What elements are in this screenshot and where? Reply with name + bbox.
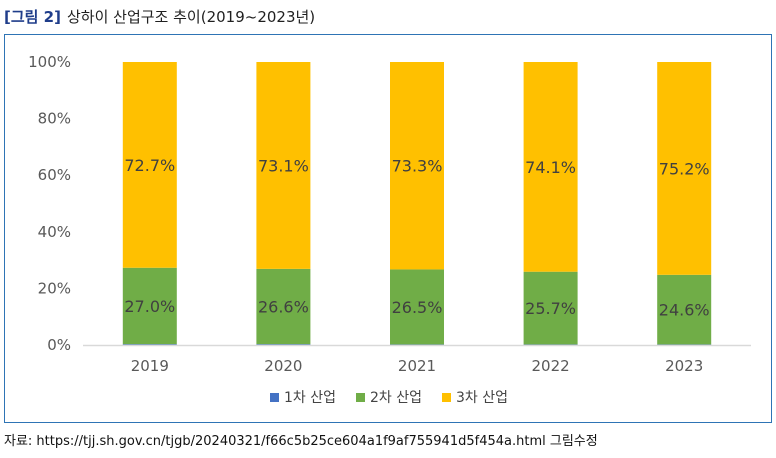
legend-swatch [270, 392, 279, 402]
bar-3-2023 [657, 62, 712, 275]
legend-item: 1차 산업 [270, 387, 336, 407]
figure-title-text: 상하이 산업구조 추이(2019~2023년) [66, 8, 316, 26]
bar-2-2020 [256, 268, 311, 345]
source-note: 자료: https://tjj.sh.gov.cn/tjgb/20240321/… [4, 434, 598, 449]
legend-label: 2차 산업 [370, 390, 422, 406]
y-tick-label: 100% [28, 53, 71, 71]
data-label: 25.7% [525, 299, 576, 318]
bar-3-2022 [523, 62, 578, 272]
chart-frame: 0% 20% 40% 60% 80% 100% 27.0% 72.7% 2019 26.6% 73.… [4, 34, 772, 423]
data-label: 26.6% [258, 298, 309, 317]
figure-title: [그림 2] 상하이 산업구조 추이(2019~2023년) [4, 4, 315, 30]
y-tick-label: 0% [47, 336, 71, 354]
bar-3-2021 [390, 62, 444, 270]
data-label: 24.6% [659, 301, 710, 320]
stacked-bar-chart: 0% 20% 40% 60% 80% 100% 27.0% 72.7% 2019 26.6% 73.… [28, 53, 751, 375]
data-label: 27.0% [124, 297, 175, 316]
legend-label: 1차 산업 [284, 390, 336, 406]
bar-3-2020 [256, 62, 311, 269]
x-tick-label: 2019 [131, 357, 169, 375]
y-tick-label: 20% [38, 279, 71, 297]
x-tick-label: 2021 [398, 357, 436, 375]
legend-swatch [442, 392, 451, 402]
bar-1-2023 [657, 344, 712, 345]
y-tick-label: 60% [38, 166, 71, 184]
data-label: 72.7% [124, 156, 175, 175]
bar-1-2021 [390, 344, 444, 345]
bar-2-2021 [390, 269, 444, 345]
bar-1-2022 [523, 344, 578, 345]
legend-item: 3차 산업 [442, 387, 508, 407]
legend-label: 3차 산업 [456, 390, 508, 406]
bar-1-2019 [122, 344, 177, 345]
bar-1-2020 [256, 344, 311, 345]
legend-item: 2차 산업 [356, 387, 422, 407]
data-label: 73.3% [392, 157, 443, 176]
y-tick-label: 40% [38, 223, 71, 241]
figure-number: [그림 2] [4, 8, 61, 26]
x-tick-label: 2022 [532, 357, 570, 375]
y-tick-label: 80% [38, 110, 71, 128]
x-tick-label: 2020 [264, 357, 302, 375]
x-tick-label: 2023 [665, 357, 703, 375]
data-label: 73.1% [258, 156, 309, 175]
bar-2-2022 [523, 271, 578, 345]
data-label: 74.1% [525, 158, 576, 177]
chart-legend: 1차 산업 2차 산업 3차 산업 [5, 385, 773, 409]
bar-3-2019 [122, 62, 177, 268]
data-label: 26.5% [392, 298, 443, 317]
bar-2-2023 [657, 274, 712, 345]
bar-2-2019 [122, 267, 177, 345]
data-label: 75.2% [659, 159, 710, 178]
legend-swatch [356, 392, 365, 402]
